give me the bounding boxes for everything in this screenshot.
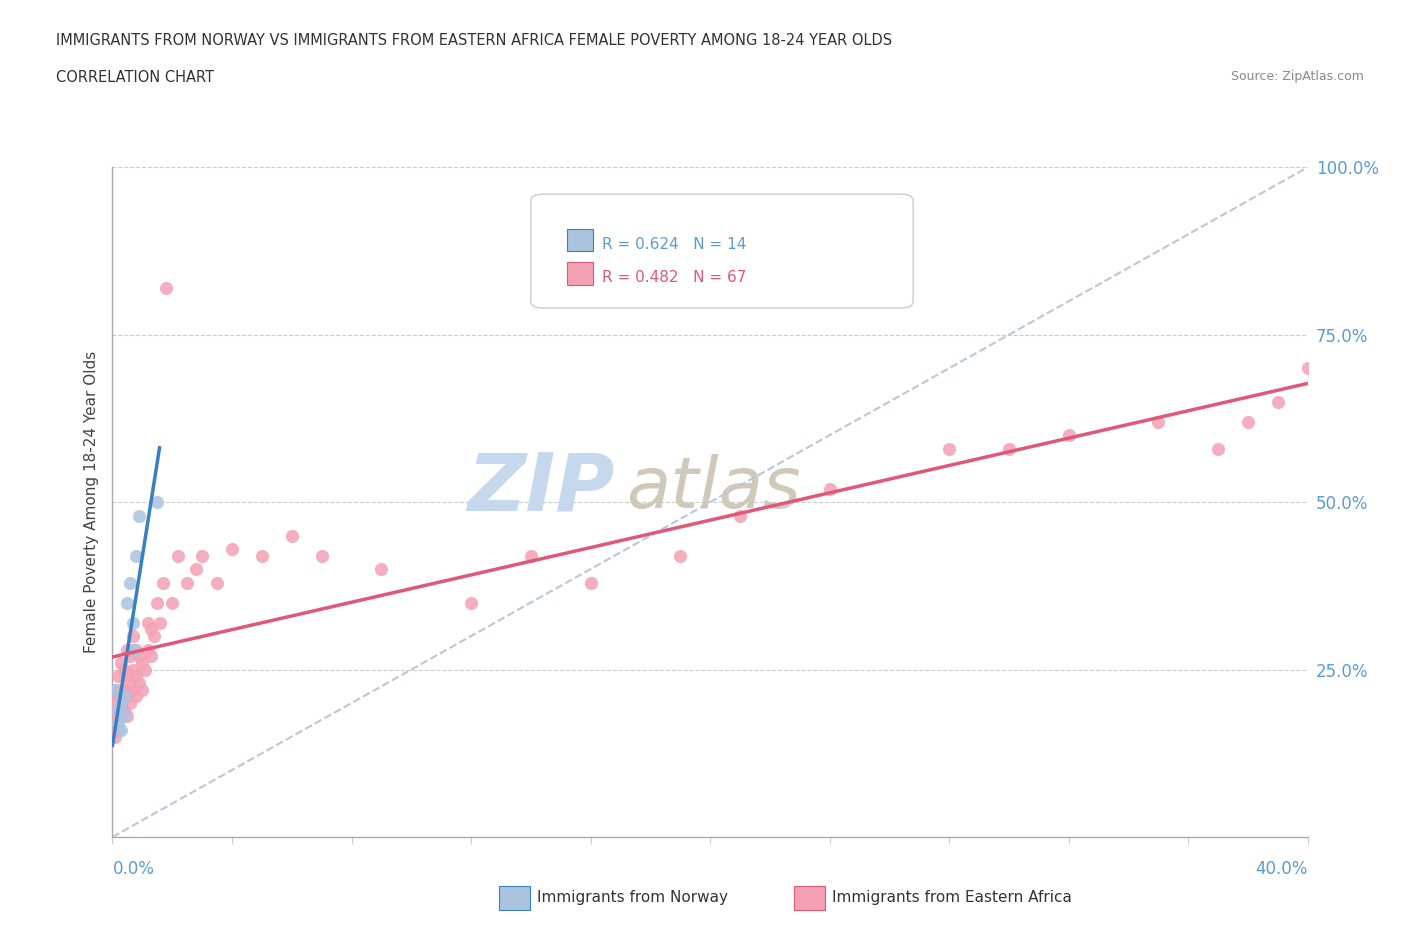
Point bbox=[167, 549, 190, 564]
Point bbox=[107, 669, 129, 684]
Point bbox=[141, 649, 163, 664]
Point bbox=[1147, 415, 1170, 430]
Point bbox=[1237, 415, 1260, 430]
Point bbox=[120, 675, 142, 690]
Point bbox=[146, 595, 169, 610]
Point bbox=[117, 689, 139, 704]
Point bbox=[114, 662, 135, 677]
Point bbox=[141, 622, 163, 637]
Point bbox=[114, 709, 135, 724]
Point bbox=[143, 629, 166, 644]
Point bbox=[110, 696, 132, 711]
Point bbox=[155, 281, 177, 296]
Text: 0.0%: 0.0% bbox=[112, 860, 155, 878]
FancyBboxPatch shape bbox=[567, 229, 593, 251]
Point bbox=[520, 549, 543, 564]
Point bbox=[460, 595, 482, 610]
Point bbox=[131, 683, 153, 698]
Point bbox=[104, 729, 127, 744]
Point bbox=[122, 683, 145, 698]
Point bbox=[128, 649, 150, 664]
Text: Immigrants from Eastern Africa: Immigrants from Eastern Africa bbox=[832, 890, 1073, 905]
Point bbox=[114, 683, 135, 698]
Point bbox=[146, 495, 169, 510]
Point bbox=[120, 575, 142, 590]
Point bbox=[818, 482, 841, 497]
Point bbox=[117, 642, 139, 657]
Point bbox=[149, 616, 172, 631]
Point bbox=[107, 723, 129, 737]
Point bbox=[110, 696, 132, 711]
Text: IMMIGRANTS FROM NORWAY VS IMMIGRANTS FROM EASTERN AFRICA FEMALE POVERTY AMONG 18: IMMIGRANTS FROM NORWAY VS IMMIGRANTS FRO… bbox=[56, 33, 893, 47]
Point bbox=[110, 656, 132, 671]
Point bbox=[205, 575, 228, 590]
Point bbox=[125, 669, 148, 684]
Point bbox=[191, 549, 214, 564]
Point bbox=[104, 683, 127, 698]
Point bbox=[110, 709, 132, 724]
Point bbox=[120, 696, 142, 711]
Point bbox=[114, 702, 135, 717]
Point bbox=[122, 629, 145, 644]
Text: atlas: atlas bbox=[626, 455, 801, 524]
Point bbox=[122, 662, 145, 677]
Point bbox=[669, 549, 692, 564]
Point bbox=[131, 656, 153, 671]
Point bbox=[370, 562, 392, 577]
Point bbox=[128, 675, 150, 690]
Point bbox=[728, 508, 751, 523]
FancyBboxPatch shape bbox=[531, 194, 914, 308]
Point bbox=[114, 689, 135, 704]
Point bbox=[311, 549, 333, 564]
Point bbox=[117, 595, 139, 610]
FancyBboxPatch shape bbox=[567, 262, 593, 285]
Point bbox=[998, 441, 1021, 456]
Point bbox=[125, 642, 148, 657]
Point bbox=[107, 702, 129, 717]
Point bbox=[1206, 441, 1229, 456]
Point bbox=[250, 549, 273, 564]
Point bbox=[120, 649, 142, 664]
Point bbox=[110, 683, 132, 698]
Y-axis label: Female Poverty Among 18-24 Year Olds: Female Poverty Among 18-24 Year Olds bbox=[83, 352, 98, 654]
Point bbox=[125, 689, 148, 704]
Point bbox=[1267, 394, 1289, 409]
Point bbox=[281, 528, 304, 543]
Point bbox=[104, 696, 127, 711]
Point bbox=[128, 508, 150, 523]
Point bbox=[117, 669, 139, 684]
Point bbox=[107, 702, 129, 717]
Point bbox=[122, 642, 145, 657]
Point bbox=[104, 709, 127, 724]
Point bbox=[221, 541, 243, 556]
Text: Immigrants from Norway: Immigrants from Norway bbox=[537, 890, 728, 905]
Point bbox=[579, 575, 602, 590]
Point bbox=[107, 716, 129, 731]
Text: 40.0%: 40.0% bbox=[1256, 860, 1308, 878]
Point bbox=[1057, 428, 1080, 443]
Point bbox=[1296, 361, 1319, 376]
Point bbox=[152, 575, 174, 590]
Point bbox=[138, 616, 160, 631]
Point bbox=[186, 562, 208, 577]
Point bbox=[938, 441, 960, 456]
Text: ZIP: ZIP bbox=[467, 450, 614, 528]
Point bbox=[138, 642, 160, 657]
Text: R = 0.482   N = 67: R = 0.482 N = 67 bbox=[602, 271, 747, 286]
Point bbox=[125, 549, 148, 564]
Text: Source: ZipAtlas.com: Source: ZipAtlas.com bbox=[1230, 70, 1364, 83]
Point bbox=[162, 595, 183, 610]
Text: CORRELATION CHART: CORRELATION CHART bbox=[56, 70, 214, 85]
Point bbox=[176, 575, 198, 590]
Point bbox=[134, 662, 156, 677]
Text: R = 0.624   N = 14: R = 0.624 N = 14 bbox=[602, 237, 747, 252]
Point bbox=[110, 723, 132, 737]
Point bbox=[104, 683, 127, 698]
Point bbox=[107, 689, 129, 704]
Point bbox=[122, 616, 145, 631]
Point bbox=[117, 709, 139, 724]
